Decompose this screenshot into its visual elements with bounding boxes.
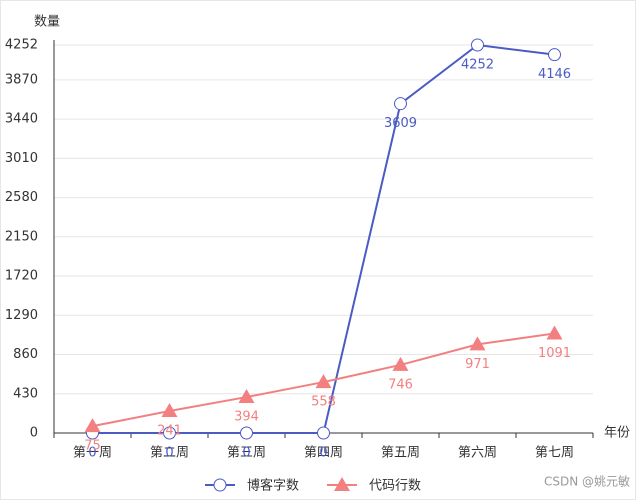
x-tick-label: 第四周 bbox=[304, 446, 343, 461]
point bbox=[548, 48, 561, 62]
point bbox=[163, 426, 176, 440]
y-tick-label: 0 bbox=[30, 426, 38, 441]
y-axis-label: 数量 bbox=[34, 15, 60, 30]
point bbox=[238, 389, 255, 404]
y-tick-label: 3010 bbox=[5, 151, 38, 166]
y-tick-label: 430 bbox=[13, 386, 38, 401]
data-label: 746 bbox=[388, 377, 413, 392]
point bbox=[315, 374, 332, 389]
point bbox=[392, 356, 409, 371]
data-label: 971 bbox=[465, 357, 490, 372]
x-tick-label: 第一周 bbox=[73, 446, 112, 461]
legend-marker bbox=[213, 478, 227, 492]
x-tick-label: 第七周 bbox=[535, 446, 574, 461]
data-label: 0 bbox=[165, 446, 173, 461]
point bbox=[546, 325, 563, 340]
x-tick-label: 第六周 bbox=[458, 446, 497, 461]
y-tick-label: 860 bbox=[13, 347, 38, 362]
data-label: 394 bbox=[234, 410, 259, 425]
data-label: 0 bbox=[242, 446, 250, 461]
x-tick-label: 第三周 bbox=[227, 446, 266, 461]
y-tick-label: 2580 bbox=[5, 190, 38, 205]
y-tick-label: 4252 bbox=[5, 38, 38, 53]
point bbox=[469, 336, 486, 351]
data-label: 3609 bbox=[384, 116, 417, 131]
point bbox=[394, 97, 407, 111]
y-tick-label: 2150 bbox=[5, 229, 38, 244]
point bbox=[471, 38, 484, 52]
data-label: 241 bbox=[157, 424, 182, 439]
x-tick-label: 第二周 bbox=[150, 446, 189, 461]
data-label: 0 bbox=[319, 446, 327, 461]
point bbox=[161, 403, 178, 418]
point bbox=[240, 426, 253, 440]
x-tick-label: 第五周 bbox=[381, 446, 420, 461]
data-label: 4252 bbox=[461, 58, 494, 73]
legend-label: 博客字数 bbox=[247, 478, 299, 494]
watermark: CSDN @姚元敏 bbox=[544, 474, 630, 489]
y-tick-label: 3870 bbox=[5, 72, 38, 87]
x-axis-label: 年份 bbox=[604, 426, 630, 441]
legend-marker bbox=[334, 477, 350, 491]
y-tick-label: 1720 bbox=[5, 269, 38, 284]
data-label: 0 bbox=[88, 446, 96, 461]
y-tick-label: 1290 bbox=[5, 308, 38, 323]
y-tick-label: 3440 bbox=[5, 112, 38, 127]
data-label: 1091 bbox=[538, 346, 571, 361]
legend-label: 代码行数 bbox=[369, 479, 421, 494]
point bbox=[317, 426, 330, 440]
data-label: 75 bbox=[84, 439, 101, 454]
point bbox=[84, 418, 101, 433]
data-label: 558 bbox=[311, 395, 336, 410]
data-label: 4146 bbox=[538, 67, 571, 82]
